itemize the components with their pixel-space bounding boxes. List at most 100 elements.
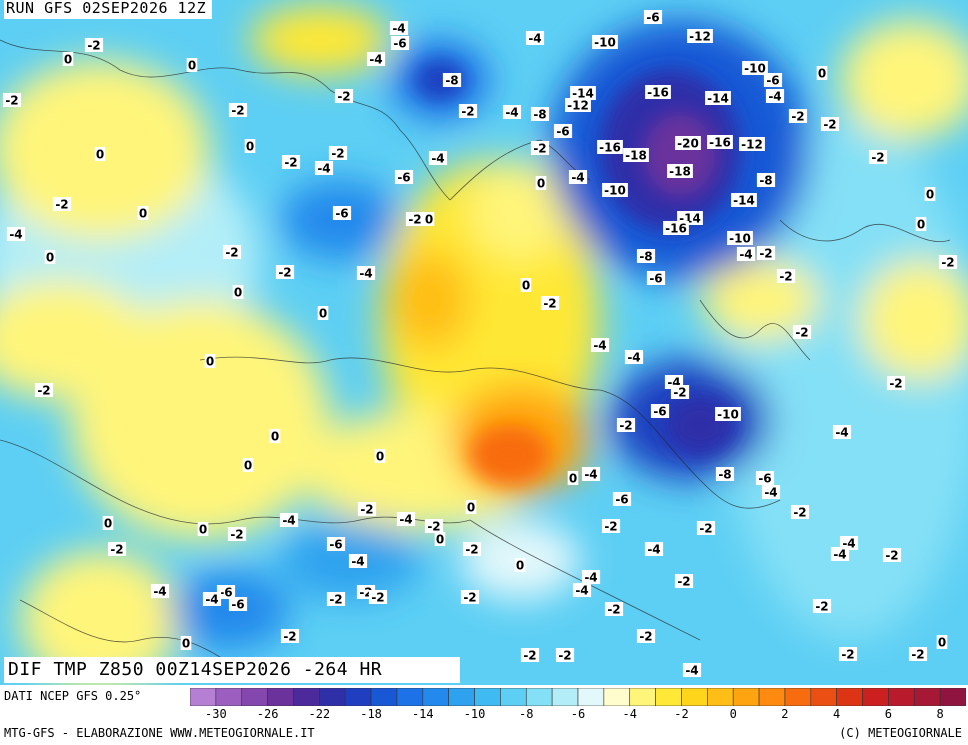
colorbar-swatch (577, 688, 605, 706)
isotherm-label-text: 0 (537, 177, 545, 191)
isotherm-label: 0 (465, 500, 477, 515)
isotherm-label-bg (715, 467, 735, 481)
isotherm-label: -10 (592, 35, 618, 50)
colorbar-tick-label: -10 (463, 707, 486, 721)
isotherm-label-bg (570, 86, 596, 100)
isotherm-label-text: -2 (230, 528, 243, 542)
isotherm-label-bg (94, 147, 106, 161)
isotherm-label: 0 (567, 471, 579, 486)
isotherm-label-text: 0 (188, 59, 196, 73)
isotherm-label-bg (612, 492, 632, 506)
isotherm-label-text: -4 (764, 486, 777, 500)
isotherm-label: -12 (565, 98, 591, 113)
isotherm-label-bg (736, 247, 756, 261)
colorbar-tick-labels: -30-26-22-18-14-10-8-6-4-202468101418222… (190, 707, 968, 723)
isotherm-label-bg (727, 231, 753, 245)
isotherm-label: -18 (623, 148, 649, 163)
isotherm-label: -4 (682, 663, 702, 678)
isotherm-label: -4 (279, 513, 299, 528)
isotherm-label-text: -6 (231, 598, 244, 612)
isotherm-label: -2 (555, 648, 575, 663)
isotherm-label-text: -18 (625, 149, 647, 163)
isotherm-label-text: -2 (823, 118, 836, 132)
isotherm-label-bg (597, 140, 623, 154)
isotherm-label: -16 (645, 85, 671, 100)
isotherm-label-text: 0 (917, 218, 925, 232)
isotherm-label-bg (244, 139, 256, 153)
isotherm-label: -2 (790, 505, 810, 520)
isotherm-label-bg (624, 350, 644, 364)
colorbar (190, 688, 966, 706)
isotherm-label-text: -6 (758, 472, 771, 486)
isotherm-label-text: -2 (225, 246, 238, 260)
isotherm-label: -10 (602, 183, 628, 198)
isotherm-label: -2 (868, 150, 888, 165)
colorbar-swatch (500, 688, 527, 706)
isotherm-label-text: -2 (329, 593, 342, 607)
isotherm-label: -4 (348, 554, 368, 569)
isotherm-label: 0 (434, 532, 446, 547)
isotherm-label-text: -2 (110, 543, 123, 557)
isotherm-label-text: -2 (427, 520, 440, 534)
isotherm-label: -2 (228, 103, 248, 118)
isotherm-label-text: -4 (399, 513, 412, 527)
isotherm-label-text: -4 (317, 162, 330, 176)
isotherm-label: 0 (317, 306, 329, 321)
isotherm-label-text: -2 (523, 649, 536, 663)
colorbar-swatch (370, 688, 398, 706)
isotherm-label-bg (520, 648, 540, 662)
isotherm-label-bg (731, 193, 757, 207)
isotherm-label-bg (462, 542, 482, 556)
isotherm-label-text: 0 (376, 450, 384, 464)
isotherm-label-text: -4 (431, 152, 444, 166)
isotherm-label-text: 0 (271, 430, 279, 444)
isotherm-label: 0 (232, 285, 244, 300)
colorbar-tick-label: -2 (674, 707, 689, 721)
isotherm-label: -4 (6, 227, 26, 242)
isotherm-label-text: -2 (360, 503, 373, 517)
isotherm-label-text: -6 (397, 171, 410, 185)
isotherm-label-text: 0 (467, 501, 475, 515)
isotherm-label-bg (180, 636, 192, 650)
isotherm-label: -2 (84, 38, 104, 53)
isotherm-label-bg (788, 109, 808, 123)
colorbar-swatch (888, 688, 915, 706)
isotherm-label: -4 (428, 151, 448, 166)
isotherm-label-text: -4 (739, 248, 752, 262)
isotherm-label-text: -4 (9, 228, 22, 242)
isotherm-label-bg (645, 85, 671, 99)
isotherm-label-text: -6 (766, 74, 779, 88)
anomaly-field (0, 5, 968, 685)
data-source: DATI NCEP GFS 0.25° (4, 689, 142, 703)
isotherm-label-bg (646, 271, 666, 285)
colorbar-tick-label: 6 (884, 707, 893, 721)
colorbar-swatch (862, 688, 889, 706)
isotherm-label: -6 (394, 170, 414, 185)
isotherm-label: -10 (742, 61, 768, 76)
isotherm-label-text: -8 (639, 250, 652, 264)
isotherm-label-text: 0 (938, 636, 946, 650)
isotherm-label-text: -16 (665, 222, 687, 236)
isotherm-label-bg (2, 93, 22, 107)
colorbar-swatch (784, 688, 812, 706)
isotherm-label: -8 (715, 467, 735, 482)
isotherm-label-text: -2 (841, 648, 854, 662)
isotherm-label-text: -10 (604, 184, 626, 198)
isotherm-label-bg (228, 103, 248, 117)
isotherm-label: -6 (612, 492, 632, 507)
isotherm-label-bg (424, 519, 444, 533)
isotherm-label-text: -2 (337, 90, 350, 104)
isotherm-label: 0 (44, 250, 56, 265)
isotherm-label-bg (868, 150, 888, 164)
isotherm-label: -4 (389, 21, 409, 36)
isotherm-label: -2 (938, 255, 958, 270)
colorbar-swatch (836, 688, 863, 706)
isotherm-label: -2 (227, 527, 247, 542)
isotherm-label: -6 (326, 537, 346, 552)
isotherm-label-text: -2 (639, 630, 652, 644)
isotherm-label-text: -10 (744, 62, 766, 76)
isotherm-label-text: -2 (677, 575, 690, 589)
isotherm-label-bg (197, 522, 209, 536)
isotherm-label-bg (314, 161, 334, 175)
isotherm-label: -2 (281, 155, 301, 170)
